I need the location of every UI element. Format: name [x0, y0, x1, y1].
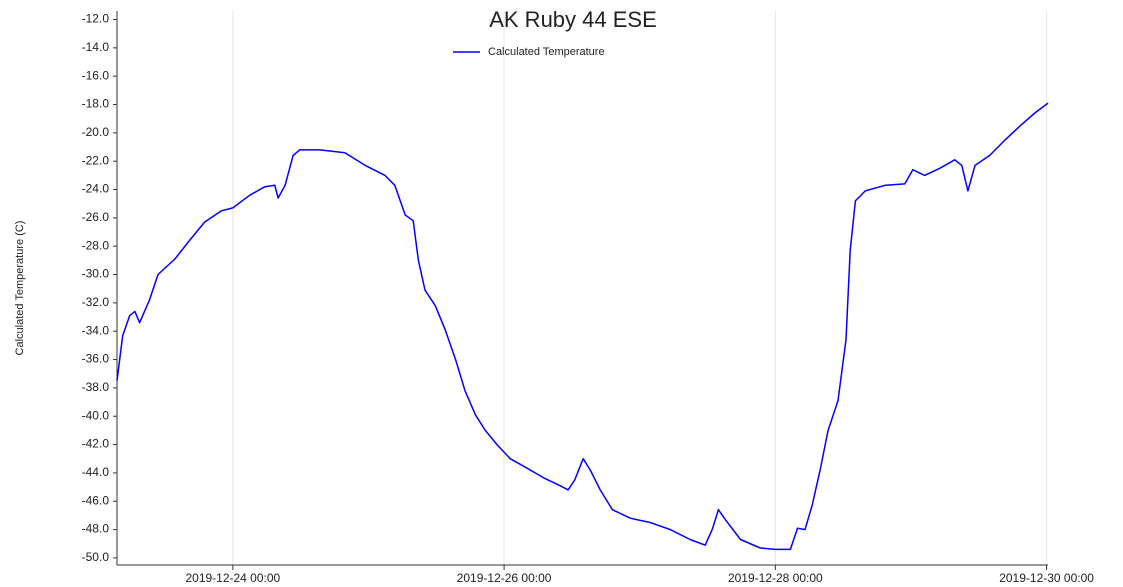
x-tick-label: 2019-12-26 00:00: [457, 571, 552, 585]
y-tick-label: -12.0: [82, 12, 110, 26]
y-tick-label: -36.0: [82, 352, 110, 366]
y-tick-label: -26.0: [82, 210, 110, 224]
y-tick-label: -16.0: [82, 68, 110, 82]
x-tick-label: 2019-12-30 00:00: [999, 571, 1094, 585]
y-tick-label: -46.0: [82, 493, 110, 507]
y-tick-label: -44.0: [82, 465, 110, 479]
data-line: [116, 102, 1049, 551]
y-tick-label: -48.0: [82, 522, 110, 536]
y-tick-label: -42.0: [82, 437, 110, 451]
y-tick-label: -18.0: [82, 97, 110, 111]
y-axis-label: Calculated Temperature (C): [14, 221, 26, 356]
x-tick-label: 2019-12-28 00:00: [728, 571, 823, 585]
y-tick-label: -40.0: [82, 408, 110, 422]
y-tick-label: -32.0: [82, 295, 110, 309]
y-tick-label: -14.0: [82, 40, 110, 54]
y-tick-label: -30.0: [82, 267, 110, 281]
legend-label: Calculated Temperature: [488, 46, 605, 58]
y-tick-label: -50.0: [82, 550, 110, 564]
y-tick-label: -34.0: [82, 323, 110, 337]
y-tick-label: -28.0: [82, 238, 110, 252]
y-tick-label: -38.0: [82, 380, 110, 394]
chart-title: AK Ruby 44 ESE: [489, 7, 657, 32]
y-tick-label: -22.0: [82, 153, 110, 167]
y-tick-label: -20.0: [82, 125, 110, 139]
y-tick-label: -24.0: [82, 182, 110, 196]
x-tick-label: 2019-12-24 00:00: [185, 571, 280, 585]
